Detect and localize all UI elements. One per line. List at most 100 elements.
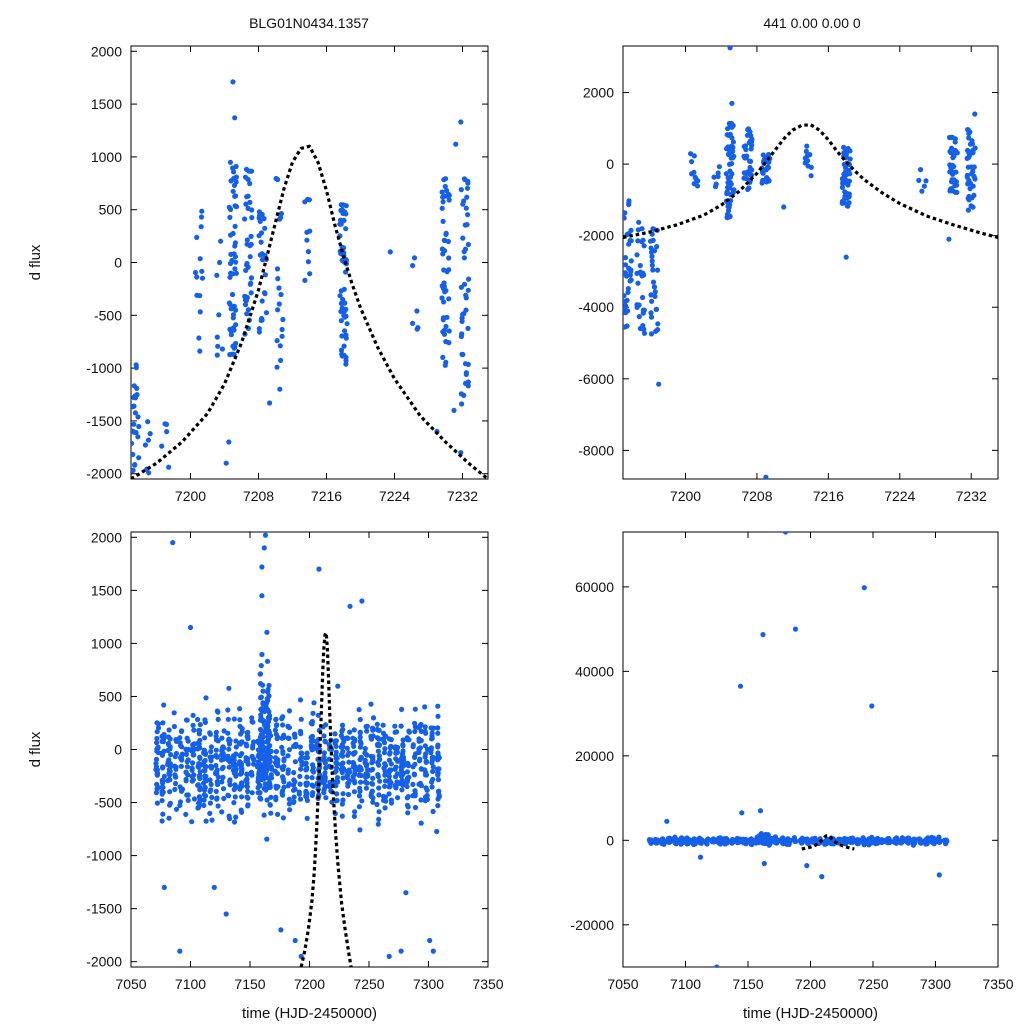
data-point	[440, 354, 446, 360]
data-point	[225, 792, 231, 798]
data-point	[689, 159, 695, 165]
y-tick-label: -500	[94, 795, 122, 811]
data-point	[265, 734, 271, 740]
data-point	[344, 321, 350, 327]
data-point	[227, 159, 233, 165]
data-point	[261, 216, 267, 222]
data-point	[382, 778, 389, 784]
data-point	[259, 298, 265, 304]
data-point	[843, 147, 849, 153]
data-point	[265, 715, 272, 721]
x-axis-label: time (HJD-2450000)	[743, 1005, 878, 1022]
data-point	[273, 722, 279, 729]
data-point	[386, 784, 392, 790]
data-point	[339, 333, 345, 339]
data-point	[967, 186, 973, 192]
data-point	[711, 837, 717, 843]
data-point	[356, 767, 363, 774]
data-point	[464, 194, 470, 200]
plot-area	[131, 79, 488, 479]
data-point	[310, 765, 316, 771]
data-point	[160, 739, 166, 745]
data-point	[321, 787, 327, 793]
data-point	[227, 214, 233, 220]
data-point	[160, 720, 166, 726]
data-point	[678, 841, 684, 847]
data-point	[154, 740, 160, 746]
data-point	[155, 725, 162, 731]
data-point	[625, 286, 631, 292]
data-point	[781, 204, 787, 210]
data-point	[678, 835, 685, 841]
data-point	[134, 392, 140, 398]
data-point	[154, 767, 160, 773]
data-point	[435, 703, 441, 709]
data-point	[191, 727, 197, 733]
data-point	[197, 754, 203, 760]
data-point	[400, 743, 406, 749]
data-point	[197, 293, 203, 299]
data-point	[274, 364, 280, 370]
data-point	[267, 802, 273, 808]
data-point	[264, 754, 270, 760]
data-point	[381, 750, 388, 756]
data-point	[947, 188, 953, 194]
data-point	[416, 781, 422, 787]
data-point	[226, 204, 232, 210]
data-point	[948, 164, 954, 170]
data-point	[215, 716, 221, 723]
data-point	[285, 753, 291, 759]
data-point	[626, 200, 632, 206]
data-point	[861, 585, 867, 591]
data-point	[356, 804, 362, 810]
data-point	[308, 720, 314, 726]
data-point	[362, 779, 368, 785]
data-point	[159, 733, 165, 739]
data-point	[259, 257, 266, 263]
data-point	[386, 791, 392, 797]
data-point	[341, 217, 347, 223]
data-point	[273, 716, 279, 723]
data-point	[972, 176, 978, 182]
data-point	[184, 764, 190, 770]
data-point	[233, 744, 239, 750]
data-point	[226, 738, 232, 744]
data-point	[343, 361, 349, 367]
data-point	[440, 199, 446, 205]
data-point	[363, 785, 369, 791]
data-point	[350, 764, 356, 770]
data-point	[208, 748, 214, 755]
data-point	[227, 777, 233, 783]
data-point	[309, 733, 315, 740]
data-point	[345, 783, 351, 789]
data-point	[648, 245, 654, 251]
x-tick-label: 7232	[447, 488, 478, 504]
data-point	[339, 353, 345, 359]
data-point	[223, 911, 229, 917]
plot-area	[153, 532, 442, 967]
data-point	[272, 727, 278, 733]
data-point	[688, 151, 694, 157]
data-point	[131, 440, 135, 446]
data-point	[230, 188, 236, 194]
data-point	[227, 352, 233, 358]
data-point	[279, 765, 285, 772]
data-point	[197, 348, 203, 354]
data-point	[274, 338, 280, 344]
data-point	[411, 793, 417, 799]
data-point	[337, 293, 343, 299]
data-point	[276, 301, 282, 307]
data-point	[304, 237, 310, 243]
data-point	[842, 839, 849, 845]
data-point	[338, 347, 345, 353]
data-point	[640, 294, 646, 301]
data-point	[322, 760, 328, 766]
data-point	[286, 708, 293, 714]
data-point	[424, 792, 430, 799]
data-point	[435, 725, 441, 731]
panel-bottom-left: 7050 7100 7150 7200 7250 7300 7350 -2000 -1500 -1…	[27, 529, 504, 1022]
data-point	[398, 948, 404, 954]
data-point	[650, 267, 656, 273]
data-point	[394, 729, 400, 735]
data-point	[416, 738, 422, 744]
